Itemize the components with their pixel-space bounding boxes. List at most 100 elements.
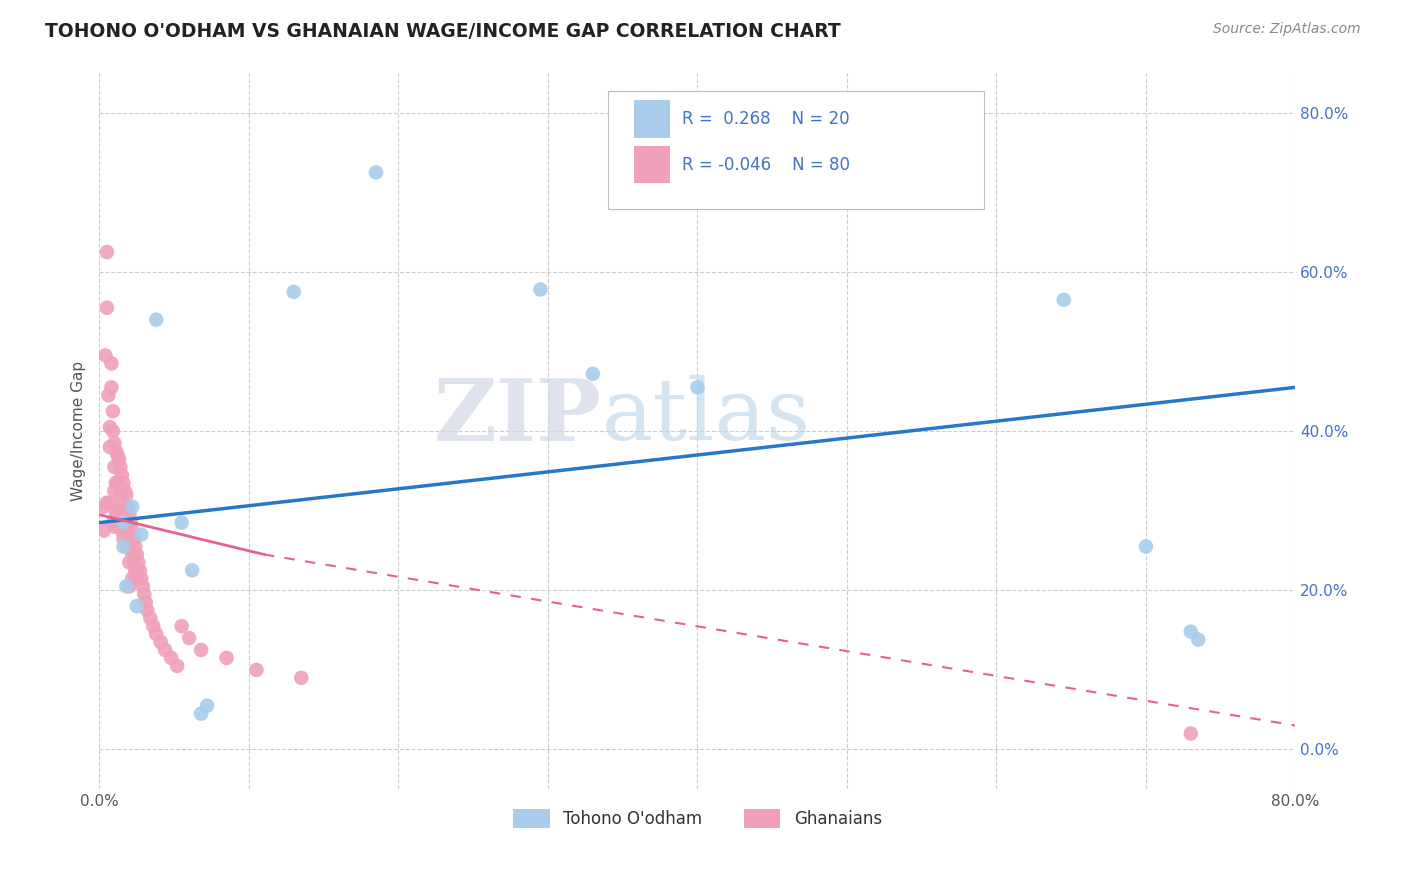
Point xyxy=(118,532,141,546)
Text: ZIP: ZIP xyxy=(434,375,602,458)
Point xyxy=(1053,293,1076,307)
Point xyxy=(122,532,145,546)
Point xyxy=(98,440,121,454)
Point xyxy=(128,563,150,577)
Point xyxy=(121,524,143,538)
Point xyxy=(115,579,138,593)
Point xyxy=(114,511,136,525)
Point xyxy=(93,524,115,538)
Point xyxy=(190,706,212,721)
Point xyxy=(112,504,135,518)
Point xyxy=(108,452,131,467)
Point xyxy=(105,475,128,490)
Point xyxy=(108,480,131,494)
Point xyxy=(111,524,134,538)
Point xyxy=(122,556,145,570)
Point xyxy=(129,571,152,585)
Point xyxy=(110,516,132,530)
Point xyxy=(124,540,146,554)
Point xyxy=(118,556,141,570)
Point xyxy=(103,436,125,450)
Point xyxy=(96,496,118,510)
FancyBboxPatch shape xyxy=(634,100,669,137)
Point xyxy=(104,475,127,490)
Point xyxy=(134,587,156,601)
Point xyxy=(105,504,128,518)
Point xyxy=(112,540,135,554)
Point xyxy=(283,285,305,299)
Point xyxy=(245,663,267,677)
Point xyxy=(114,483,136,498)
Point xyxy=(529,282,551,296)
Point xyxy=(181,563,204,577)
Point xyxy=(120,540,142,554)
Point xyxy=(160,651,183,665)
Point xyxy=(149,635,172,649)
Point xyxy=(121,500,143,514)
Text: atlas: atlas xyxy=(602,376,811,458)
Point xyxy=(190,643,212,657)
Point xyxy=(124,563,146,577)
Point xyxy=(111,496,134,510)
Point xyxy=(195,698,218,713)
Point xyxy=(118,579,141,593)
Point xyxy=(118,508,141,522)
Point xyxy=(112,516,135,530)
Point xyxy=(125,548,148,562)
Point xyxy=(121,548,143,562)
Point xyxy=(97,388,120,402)
Point xyxy=(145,312,167,326)
Point xyxy=(98,420,121,434)
Point xyxy=(115,540,138,554)
Point xyxy=(104,444,127,458)
Point xyxy=(127,556,149,570)
Point xyxy=(136,603,159,617)
Point xyxy=(100,356,122,370)
Text: Source: ZipAtlas.com: Source: ZipAtlas.com xyxy=(1213,22,1361,37)
Point xyxy=(94,349,117,363)
Point xyxy=(170,619,193,633)
Point xyxy=(96,301,118,315)
Point xyxy=(105,448,128,462)
Point xyxy=(215,651,238,665)
Point xyxy=(111,467,134,482)
Point xyxy=(101,516,124,530)
Point xyxy=(686,380,709,394)
Point xyxy=(103,519,125,533)
Point xyxy=(101,424,124,438)
Y-axis label: Wage/Income Gap: Wage/Income Gap xyxy=(72,361,86,501)
Point xyxy=(100,380,122,394)
Point xyxy=(135,595,157,609)
Point xyxy=(1187,632,1209,647)
Point xyxy=(103,483,125,498)
Point xyxy=(125,571,148,585)
Point xyxy=(108,508,131,522)
FancyBboxPatch shape xyxy=(607,91,984,209)
Point xyxy=(129,527,152,541)
Point xyxy=(166,658,188,673)
Point xyxy=(155,643,177,657)
Point xyxy=(115,488,138,502)
Point xyxy=(117,524,139,538)
Point xyxy=(170,516,193,530)
Point xyxy=(120,516,142,530)
Legend: Tohono O'odham, Ghanaians: Tohono O'odham, Ghanaians xyxy=(506,802,889,835)
Point xyxy=(104,508,127,522)
Point xyxy=(93,500,115,514)
Point xyxy=(96,245,118,260)
Text: R =  0.268    N = 20: R = 0.268 N = 20 xyxy=(682,110,849,128)
Point xyxy=(582,367,605,381)
Point xyxy=(117,500,139,514)
Point xyxy=(101,404,124,418)
Point xyxy=(112,475,135,490)
Point xyxy=(112,532,135,546)
Point xyxy=(179,631,201,645)
Point xyxy=(110,459,132,474)
Point xyxy=(142,619,165,633)
Point xyxy=(290,671,312,685)
Point xyxy=(125,599,148,614)
Point xyxy=(98,496,121,510)
Point xyxy=(115,516,138,530)
Point xyxy=(364,165,387,179)
Point xyxy=(139,611,162,625)
